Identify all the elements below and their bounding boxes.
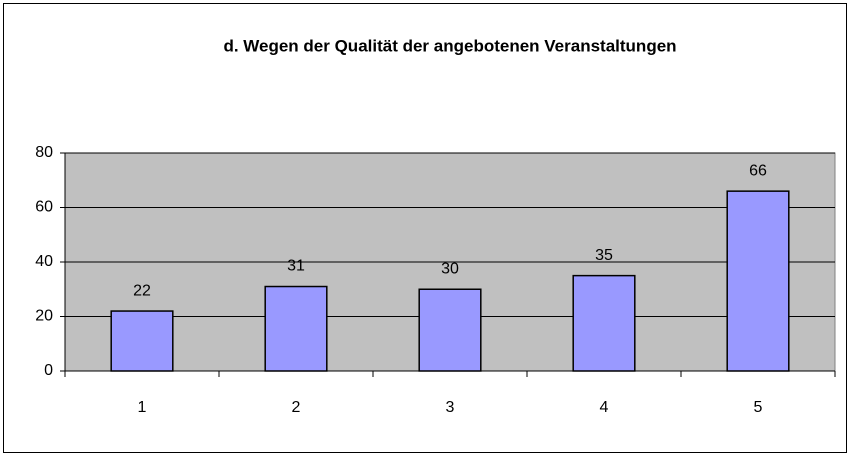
chart-title: d. Wegen der Qualität der angebotenen Ve… (223, 36, 676, 55)
x-tick-label: 1 (138, 399, 147, 416)
x-tick-label: 2 (292, 399, 301, 416)
bar (418, 288, 482, 372)
y-tick-label: 20 (35, 308, 53, 325)
bar (264, 285, 328, 372)
data-label: 66 (749, 162, 767, 179)
data-label: 30 (441, 260, 459, 277)
y-tick-label: 0 (44, 362, 53, 379)
y-tick-label: 60 (35, 199, 53, 216)
data-label: 35 (595, 247, 613, 264)
x-tick-label: 5 (754, 399, 763, 416)
data-label: 22 (133, 282, 151, 299)
bar (110, 310, 174, 372)
x-tick-label: 4 (600, 399, 609, 416)
y-tick-label: 80 (35, 144, 53, 161)
bar (726, 190, 790, 372)
y-tick-label: 40 (35, 253, 53, 270)
bar (572, 274, 636, 372)
data-label: 31 (287, 258, 305, 275)
x-tick-label: 3 (446, 399, 455, 416)
